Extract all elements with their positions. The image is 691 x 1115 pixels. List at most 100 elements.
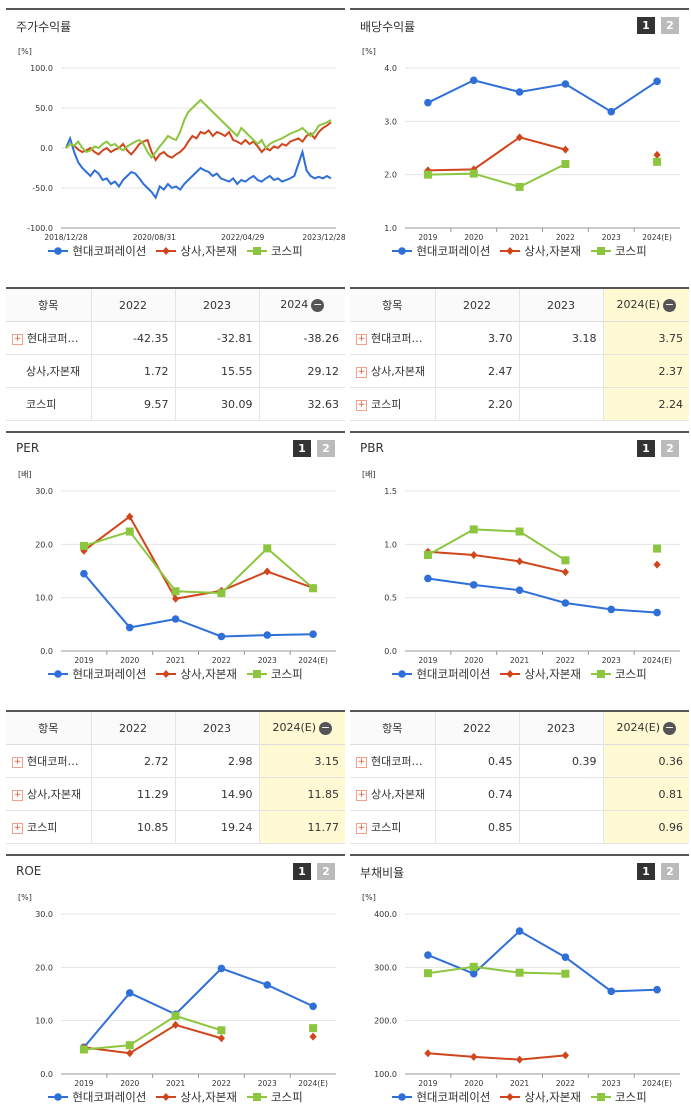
legend-item[interactable]: 상사,자본재 [500, 666, 581, 682]
expand-icon[interactable]: + [356, 333, 367, 345]
view-1-button[interactable]: 1 [637, 440, 655, 457]
data-point [653, 608, 661, 617]
row-label: + 현대코퍼… [350, 744, 435, 778]
legend-item[interactable]: 코스피 [590, 243, 647, 259]
table-header-cell: 항목 [350, 288, 435, 322]
data-point [561, 160, 570, 168]
expand-icon[interactable]: + [356, 756, 367, 768]
table-row: + 코스피 10.85 19.24 11.77 [6, 810, 345, 844]
legend-item[interactable]: 코스피 [246, 666, 303, 682]
legend-item[interactable]: 상사,자본재 [156, 243, 237, 259]
value-cell: 2.72 [90, 744, 175, 778]
value-cell: 2.98 [174, 744, 259, 778]
view-1-button[interactable]: 1 [293, 863, 311, 880]
legend-item[interactable]: 현대코퍼레이션 [392, 243, 490, 259]
expand-icon[interactable]: + [12, 822, 23, 834]
value-cell: 11.29 [90, 777, 175, 811]
series-3 [79, 1011, 318, 1054]
table-header-cell: 2022 [434, 288, 519, 322]
table-header-cell: 항목 [6, 288, 91, 322]
legend-item[interactable]: 현대코퍼레이션 [48, 666, 146, 682]
data-point [263, 981, 272, 989]
series-3-line [65, 98, 332, 160]
legend-item[interactable]: 현대코퍼레이션 [392, 666, 490, 682]
series-2 [424, 1049, 570, 1064]
legend-item[interactable]: 코스피 [246, 1089, 303, 1105]
data-point [561, 80, 570, 88]
value-cell: 3.75 [602, 321, 689, 355]
legend-item[interactable]: 코스피 [246, 243, 303, 259]
x-tick-label: 2020 [120, 1079, 139, 1088]
series-line [427, 79, 658, 113]
panel-title: 주가수익률 [16, 20, 72, 34]
x-tick-label: 2023 [602, 233, 621, 242]
data-point [469, 76, 478, 85]
row-label: + 현대코퍼… [350, 321, 435, 355]
value-cell [518, 810, 603, 844]
stock-return-panel: 주가수익률 [%] 100.0 50.0 0.0 -50.0 -100.0 2018/12/… [6, 8, 345, 268]
row-label: + 코스피 [6, 810, 91, 844]
view-2-button[interactable]: 2 [661, 863, 679, 880]
series-line [427, 577, 658, 614]
legend-item[interactable]: 현대코퍼레이션 [48, 1089, 146, 1105]
legend-item[interactable]: 상사,자본재 [500, 1089, 581, 1105]
legend-item[interactable]: 코스피 [590, 666, 647, 682]
legend-swatch [392, 247, 413, 255]
legend-item[interactable]: 상사,자본재 [156, 1089, 237, 1105]
data-point [424, 1049, 432, 1058]
data-point [79, 1045, 88, 1054]
legend-label: 현대코퍼레이션 [72, 244, 147, 258]
x-tick-label: 2021 [510, 233, 529, 242]
legend-label: 코스피 [270, 667, 303, 681]
data-point [423, 170, 432, 179]
x-tick-label: 2022 [556, 656, 575, 665]
view-2-button[interactable]: 2 [317, 863, 335, 880]
value-cell: 2.37 [602, 354, 689, 388]
y-tick-label: 100.0 [30, 64, 53, 73]
collapse-icon[interactable]: − [311, 297, 325, 312]
x-tick-label: 2024(E) [642, 233, 672, 242]
expand-icon[interactable]: + [356, 366, 367, 378]
y-tick-label: 10.0 [35, 1017, 53, 1026]
data-point [126, 512, 134, 521]
legend-item[interactable]: 상사,자본재 [156, 666, 237, 682]
expand-icon[interactable]: + [356, 822, 367, 834]
y-unit-label: [배] [362, 470, 376, 479]
view-2-button[interactable]: 2 [317, 440, 335, 457]
data-point [126, 1049, 134, 1058]
expand-icon[interactable]: + [12, 789, 23, 801]
value-cell: 29.12 [258, 354, 345, 388]
collapse-icon[interactable]: − [319, 720, 333, 735]
view-1-button[interactable]: 1 [293, 440, 311, 457]
data-point [515, 586, 524, 594]
expand-icon[interactable]: + [12, 333, 23, 345]
legend-item[interactable]: 상사,자본재 [500, 243, 581, 259]
view-2-button[interactable]: 2 [661, 17, 679, 34]
view-1-button[interactable]: 1 [637, 863, 655, 880]
table-header-cell: 항목 [350, 711, 435, 745]
panel-title: PBR [360, 441, 384, 455]
collapse-icon[interactable]: − [663, 297, 677, 312]
x-tick-label: 2024(E) [642, 1079, 672, 1088]
legend-label: 코스피 [614, 667, 647, 681]
view-2-button[interactable]: 2 [661, 440, 679, 457]
data-point [561, 599, 570, 607]
legend-label: 현대코퍼레이션 [416, 667, 491, 681]
view-1-button[interactable]: 1 [637, 17, 655, 34]
legend-swatch [590, 670, 611, 678]
table-row: + 현대코퍼… -42.35 -32.81 -38.26 [6, 321, 345, 355]
collapse-icon[interactable]: − [663, 720, 677, 735]
expand-icon[interactable]: + [356, 789, 367, 801]
data-point [423, 969, 432, 978]
data-point [653, 544, 662, 553]
expand-icon[interactable]: + [356, 399, 367, 411]
y-tick-label: 0.0 [40, 1070, 53, 1079]
legend-item[interactable]: 코스피 [590, 1089, 647, 1105]
legend-item[interactable]: 현대코퍼레이션 [392, 1089, 490, 1105]
value-cell: 19.24 [174, 810, 259, 844]
series-1 [80, 569, 317, 641]
expand-icon[interactable]: + [12, 756, 23, 768]
legend-item[interactable]: 현대코퍼레이션 [48, 243, 146, 259]
legend-swatch [590, 1093, 611, 1101]
